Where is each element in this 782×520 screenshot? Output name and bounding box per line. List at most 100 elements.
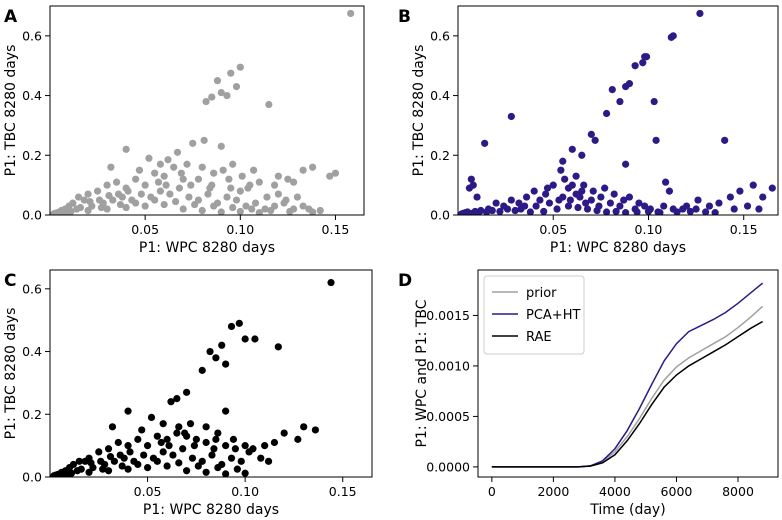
x-tick-label: 0.10 <box>231 484 259 499</box>
scatter-point <box>331 169 340 177</box>
scatter-point <box>160 172 168 180</box>
scatter-point <box>163 435 171 443</box>
plot-area <box>458 9 776 215</box>
scatter-point <box>237 457 245 465</box>
scatter-point <box>165 442 173 450</box>
scatter-point <box>126 448 134 456</box>
scatter-point <box>250 166 258 174</box>
scatter-point <box>198 163 206 171</box>
scatter-point <box>715 199 723 207</box>
scatter-point <box>108 423 117 431</box>
scatter-point <box>124 442 132 450</box>
scatter-point <box>212 354 220 362</box>
scatter-point <box>591 136 599 144</box>
scatter-point <box>204 190 212 198</box>
panel-letter: D <box>398 271 412 291</box>
scatter-point <box>116 451 124 459</box>
scatter-point <box>141 202 149 210</box>
scatter-point <box>264 457 273 465</box>
scatter-point <box>190 442 199 450</box>
scatter-point <box>177 169 185 177</box>
scatter-point <box>241 469 249 477</box>
panel-letter: A <box>4 7 18 27</box>
scatter-point <box>564 184 573 192</box>
scatter-point <box>616 202 624 210</box>
scatter-point <box>186 420 195 428</box>
scatter-point <box>255 178 263 186</box>
scatter-point <box>473 193 481 201</box>
scatter-point <box>238 172 246 180</box>
scatter-point <box>616 97 624 106</box>
scatter-point <box>73 205 81 213</box>
scatter-point <box>214 463 222 472</box>
scatter-point <box>251 199 260 207</box>
scatter-point <box>194 175 203 183</box>
scatter-point <box>173 394 181 403</box>
x-axis-label: P1: WPC 8280 days <box>550 240 686 256</box>
scatter-point <box>223 91 231 100</box>
scatter-point <box>602 109 611 118</box>
scatter-point <box>244 184 252 192</box>
scatter-point <box>175 423 183 431</box>
scatter-point <box>257 454 265 462</box>
scatter-point <box>202 423 210 431</box>
scatter-point <box>557 166 565 174</box>
legend-entry-label: RAE <box>526 330 552 345</box>
scatter-point <box>711 209 719 215</box>
scatter-point <box>299 202 307 210</box>
scatter-point <box>316 206 324 215</box>
scatter-point <box>517 205 525 213</box>
scatter-point <box>601 184 609 192</box>
scatter-point <box>200 136 208 144</box>
scatter-point <box>265 100 273 109</box>
scatter-point <box>635 199 643 207</box>
panel-b: 0.05 0.10 0.15 0.0 0.2 0.4 0.6 P1: WPC 8280 day… <box>398 5 779 256</box>
scatter-point <box>141 181 149 189</box>
scatter-point <box>759 193 767 201</box>
scatter-point <box>73 467 81 475</box>
scatter-point <box>63 208 71 215</box>
x-tick-label: 0.15 <box>322 222 350 237</box>
scatter-point <box>218 341 226 349</box>
scatter-point <box>743 202 752 210</box>
y-axis-label: P1: TBC 8280 days <box>3 308 19 440</box>
scatter-point <box>167 398 175 406</box>
scatter-point <box>124 407 132 415</box>
scatter-point <box>620 196 628 204</box>
scatter-point <box>641 202 649 210</box>
scatter-point <box>212 435 220 443</box>
scatter-point <box>465 184 474 192</box>
scatter-point <box>95 196 104 204</box>
scatter-point <box>606 199 614 207</box>
scatter-point <box>294 435 302 443</box>
scatter-point <box>223 193 231 201</box>
scatter-point <box>219 166 227 174</box>
scatter-point <box>87 459 95 467</box>
scatter-point <box>210 445 218 453</box>
scatter-point <box>173 148 182 156</box>
scatter-point <box>222 407 230 415</box>
y-tick-label: 0.4 <box>22 344 42 359</box>
scatter-point <box>261 442 269 450</box>
x-tick-label: 0.10 <box>226 222 254 237</box>
scatter-point <box>84 206 92 215</box>
scatter-point <box>229 435 238 443</box>
scatter-point <box>580 181 588 189</box>
scatter-point <box>192 435 200 443</box>
scatter-point <box>210 202 218 210</box>
scatter-point <box>574 203 582 212</box>
scatter-point <box>305 205 313 213</box>
scatter-point <box>286 207 294 215</box>
scatter-point <box>694 196 702 204</box>
scatter-point <box>198 366 206 374</box>
panel-d: 0 2000 4000 6000 8000 0.0000 0.0005 0.0010 0.001… <box>398 269 779 518</box>
scatter-point <box>151 196 159 204</box>
scatter-point <box>208 93 216 101</box>
x-tick-label: 0.05 <box>131 222 159 237</box>
scatter-point <box>124 465 132 473</box>
scatter-point <box>114 190 123 198</box>
scatter-point <box>181 429 189 437</box>
scatter-point <box>160 200 168 209</box>
scatter-point <box>667 33 675 41</box>
scatter-point <box>553 205 561 213</box>
